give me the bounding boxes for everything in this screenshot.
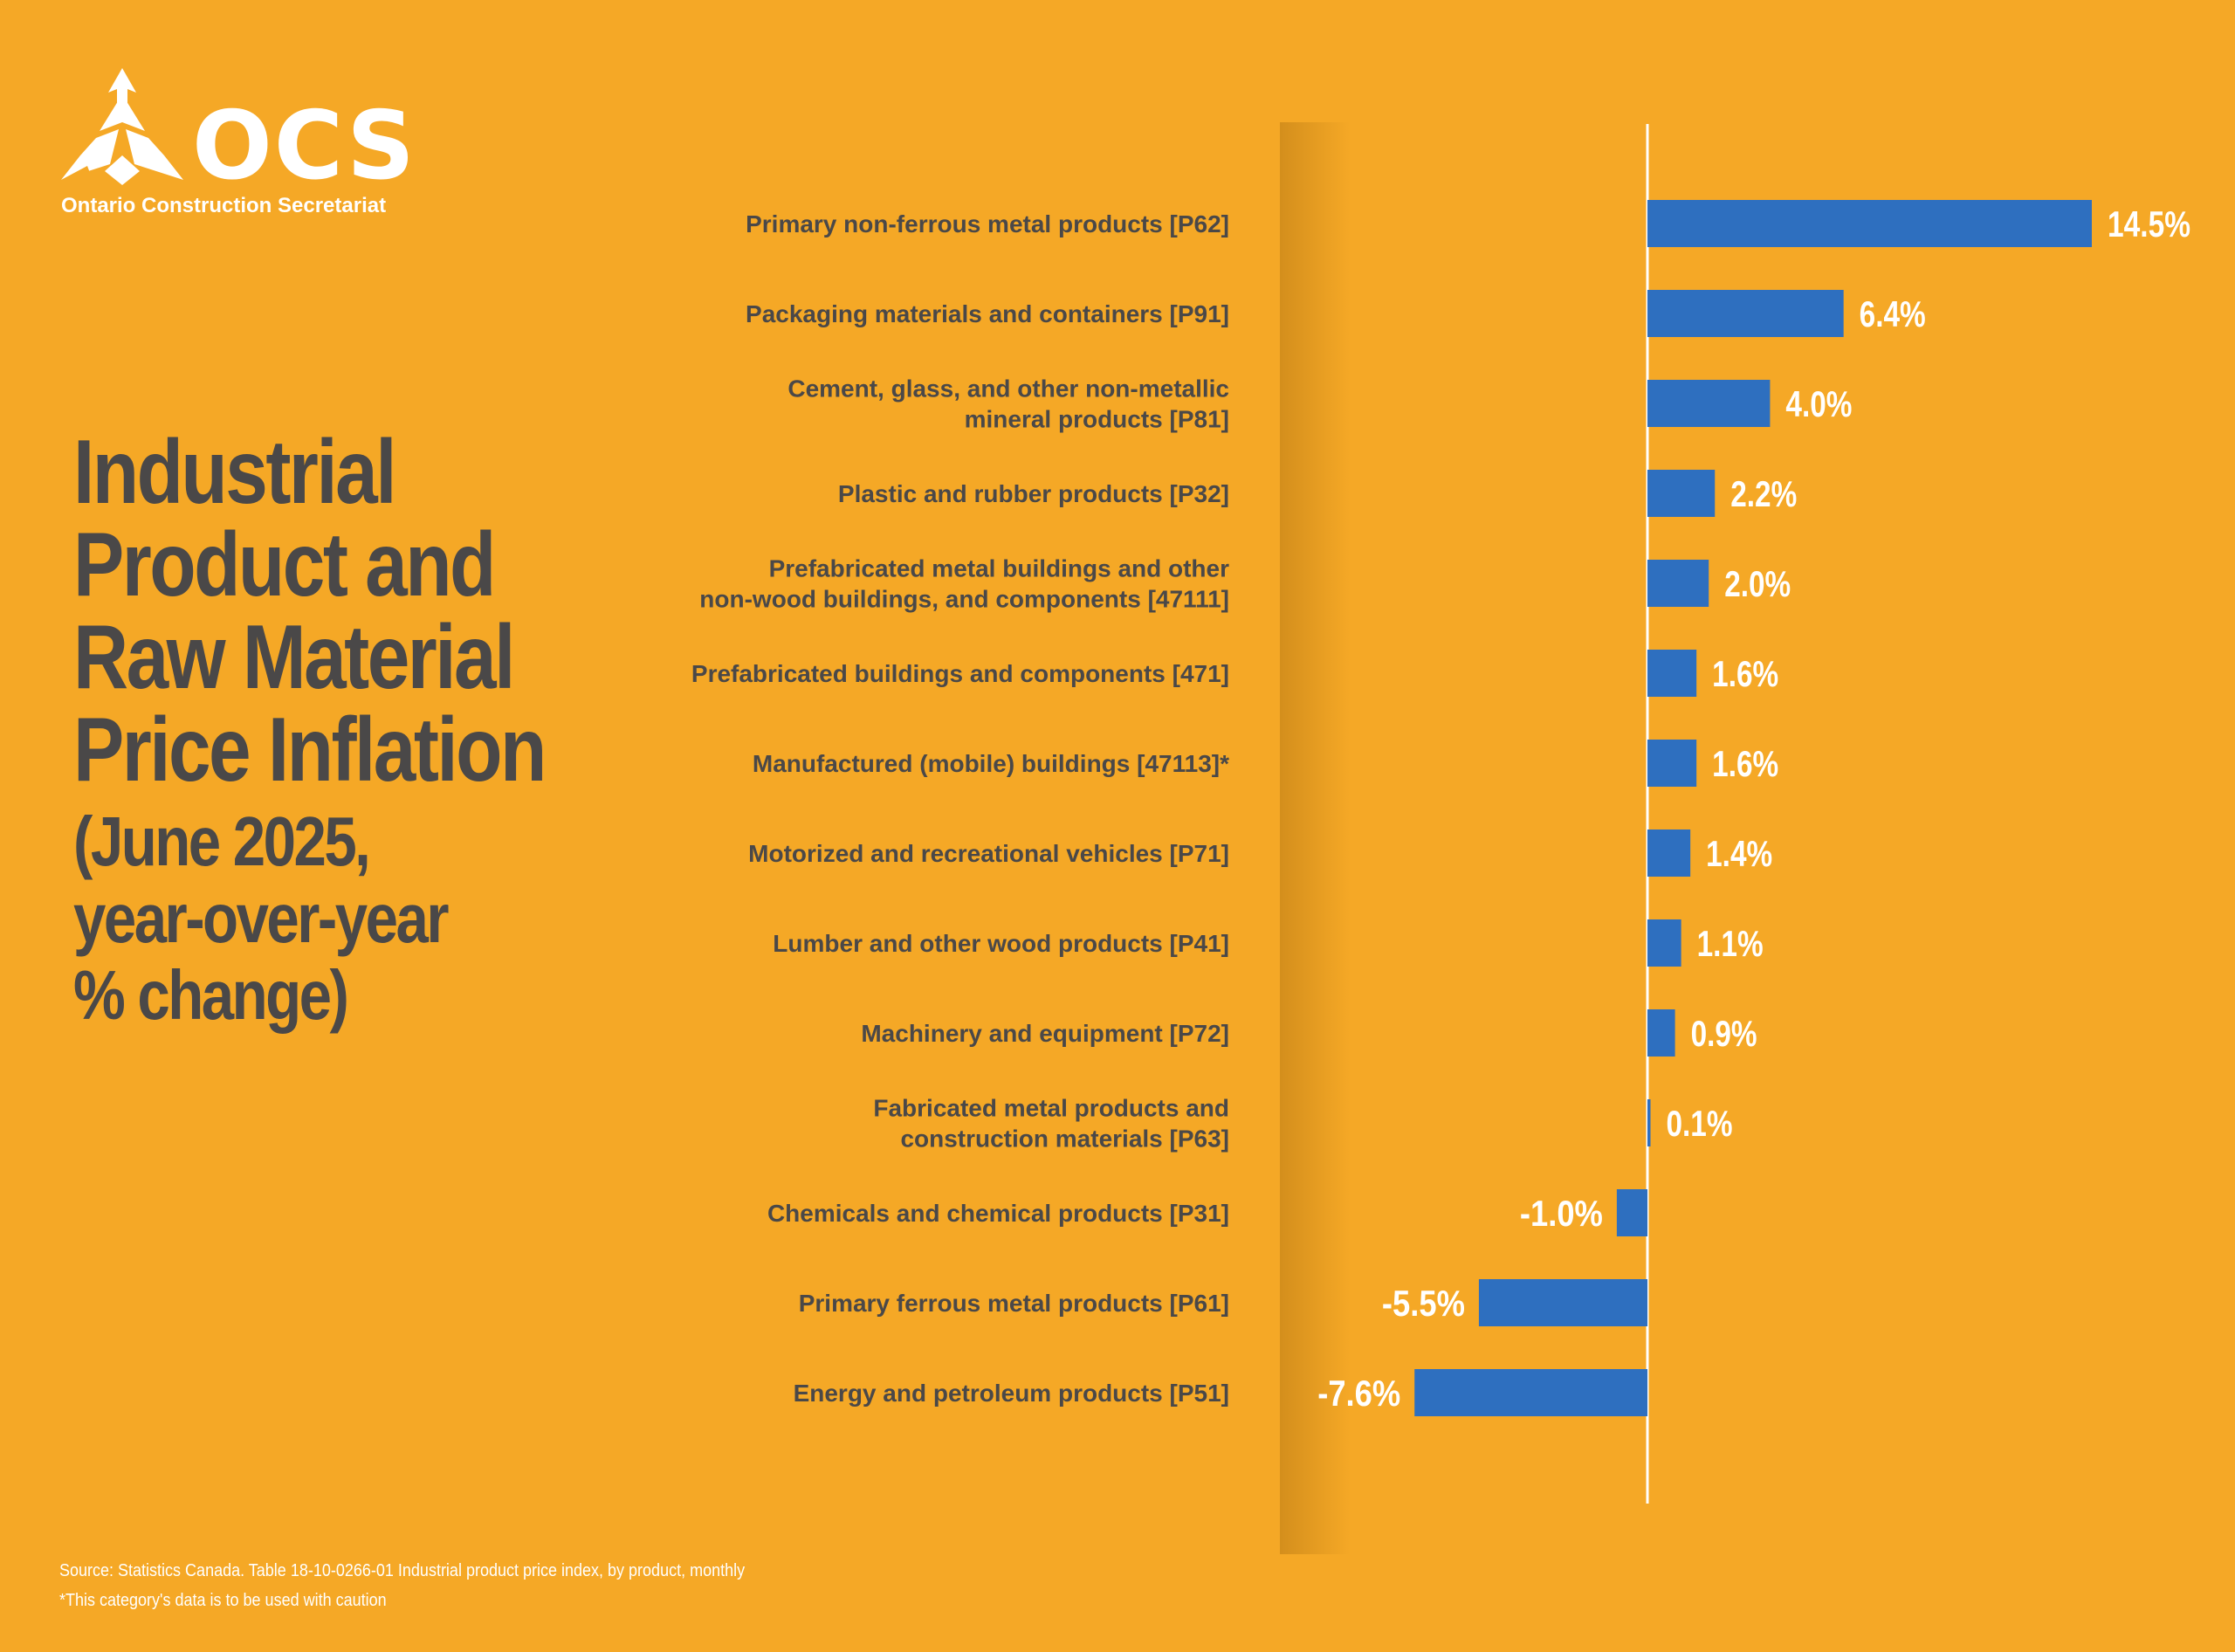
category-label: Primary ferrous metal products [P61] [799,1290,1229,1317]
source-text: Source: Statistics Canada. Table 18-10-0… [59,1561,746,1580]
data-label: -1.0% [1520,1193,1603,1234]
bar [1647,740,1697,787]
bar [1647,470,1716,517]
title-subtitle: (June 2025, year-over-year % change) [73,803,557,1034]
bar [1647,1009,1675,1057]
logo-subtitle: Ontario Construction Secretariat [61,194,387,217]
data-label: 1.4% [1706,833,1772,874]
data-label: 14.5% [2108,203,2190,244]
category-label: Prefabricated metal buildings and other [769,555,1230,582]
subtitle-line: % change) [73,956,349,1034]
data-label: 0.9% [1691,1013,1757,1054]
bar [1647,650,1697,697]
category-label: Energy and petroleum products [P51] [794,1380,1229,1407]
bar [1616,1189,1647,1236]
category-label: Manufactured (mobile) buildings [47113]* [753,750,1229,777]
data-label: 1.6% [1712,743,1778,784]
data-label: 6.4% [1860,293,1926,334]
bar [1647,560,1709,607]
subtitle-line: (June 2025, [73,802,371,880]
category-label: construction materials [P63] [900,1125,1229,1153]
category-label: Plastic and rubber products [P32] [838,480,1229,507]
title-main: Industrial Product and Raw Material Pric… [73,426,557,796]
data-label: -5.5% [1382,1283,1465,1324]
chart-panel-shadow [1280,122,1350,1554]
title-line: Product and [73,514,496,616]
data-label: 4.0% [1785,383,1852,424]
subtitle-line: year-over-year [73,879,449,957]
caution-note: *This category's data is to be used with… [59,1591,387,1610]
bar [1647,919,1681,967]
category-label: Prefabricated buildings and components [… [691,660,1229,687]
data-label: 2.2% [1730,473,1797,514]
title-line: Raw Material [73,607,515,708]
category-label: Fabricated metal products and [873,1095,1229,1122]
category-label: Machinery and equipment [P72] [861,1020,1229,1047]
bar [1647,380,1771,427]
data-label: -7.6% [1317,1373,1400,1414]
data-label: 1.6% [1712,653,1778,694]
category-label: mineral products [P81] [965,406,1229,433]
data-label: 1.1% [1697,923,1764,964]
bar [1414,1369,1647,1416]
title-line: Industrial [73,422,396,523]
data-label: 0.1% [1667,1103,1733,1144]
title-line: Price Inflation [73,699,547,801]
category-label: Cement, glass, and other non-metallic [787,375,1229,403]
logo-wordmark: OCS [192,92,416,201]
category-label: Lumber and other wood products [P41] [773,930,1229,957]
bar [1647,200,2092,247]
data-label: 2.0% [1724,563,1791,604]
category-label: Chemicals and chemical products [P31] [767,1200,1229,1227]
source-note: Source: Statistics Canada. Table 18-10-0… [59,1556,821,1615]
category-label: Primary non-ferrous metal products [P62] [746,210,1229,237]
bar [1478,1279,1647,1326]
page-title: Industrial Product and Raw Material Pric… [73,426,562,1034]
trillium-logo-icon [61,68,183,185]
category-label: non-wood buildings, and components [4711… [699,586,1229,613]
bar [1647,829,1691,877]
bar [1647,290,1844,337]
category-label: Motorized and recreational vehicles [P71… [748,840,1229,867]
bar [1647,1099,1651,1146]
category-label: Packaging materials and containers [P91] [746,300,1229,327]
ocs-logo: OCS Ontario Construction Secretariat [61,68,428,225]
